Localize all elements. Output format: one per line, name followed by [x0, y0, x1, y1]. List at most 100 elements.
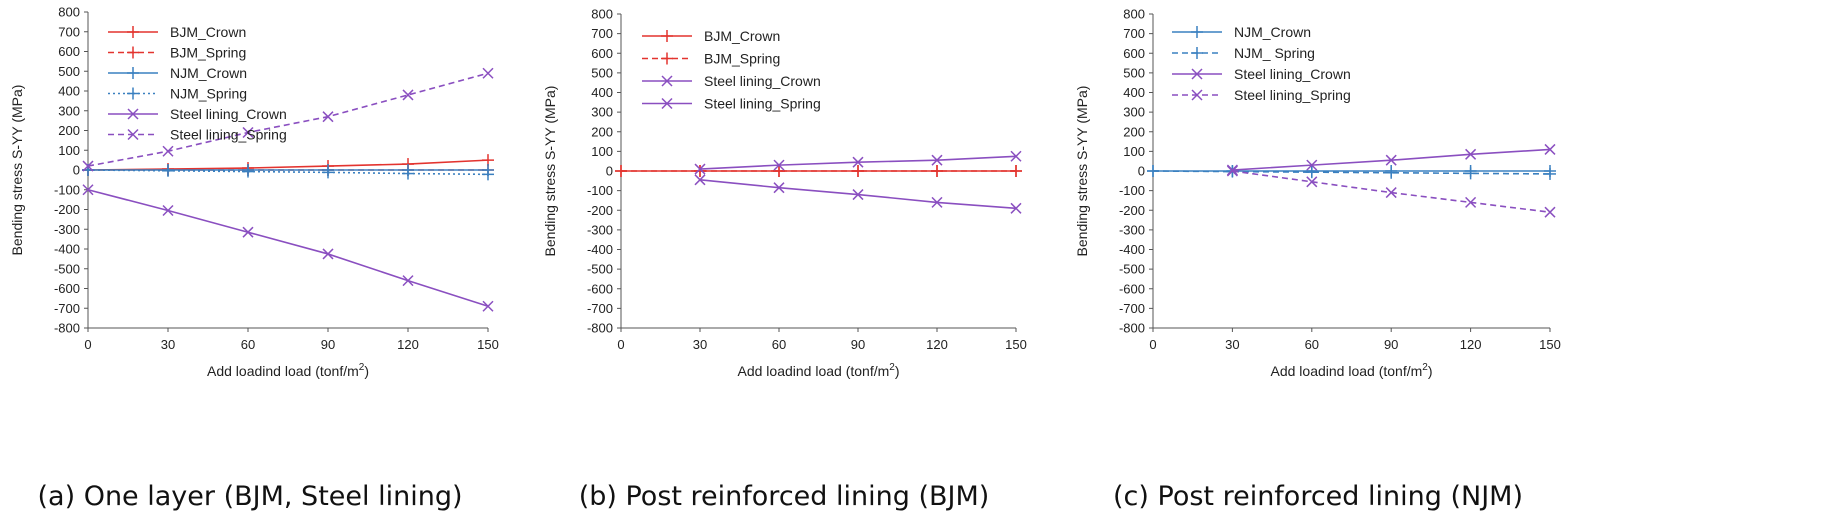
y-tick-label: -300: [1119, 222, 1145, 237]
panel-caption: (b) Post reinforced lining (BJM): [579, 481, 990, 512]
y-tick-label: -100: [1119, 183, 1145, 198]
y-axis-title: Bending stress S-YY (MPa): [1074, 86, 1090, 257]
legend-marker-b: [661, 97, 673, 110]
x-axis-title-sup: 2: [889, 362, 895, 373]
y-tick-label: 600: [591, 46, 613, 61]
x-axis-title-end: ): [364, 363, 369, 379]
data-point-b: [482, 300, 494, 312]
x-tick-label: 0: [84, 337, 91, 352]
x-tick-label: 150: [1005, 337, 1027, 352]
y-tick-label: -300: [54, 222, 80, 237]
x-axis-title: Add loadind load (tonf/m2): [738, 362, 900, 379]
y-tick-label: 600: [1123, 46, 1145, 61]
y-tick-label: 400: [1123, 85, 1145, 100]
y-tick-label: -200: [587, 203, 613, 218]
x-tick-label: 0: [617, 337, 624, 352]
x-axis-title-end: ): [895, 363, 900, 379]
y-tick-label: -600: [1119, 281, 1145, 296]
series-line: [1152, 170, 1551, 175]
legend-marker-b: [1191, 68, 1203, 80]
y-tick-label: 300: [591, 105, 613, 120]
y-tick-label: 400: [58, 84, 80, 99]
legend-label: NJM_Crown: [170, 65, 247, 81]
y-tick-label: -600: [54, 281, 80, 296]
legend-item: Steel lining_Spring: [1172, 87, 1351, 103]
data-point-b: [931, 154, 943, 166]
legend-label: Steel lining_Crown: [170, 106, 287, 122]
y-tick-label: -200: [1119, 203, 1145, 218]
data-point-b: [931, 196, 943, 208]
legend-item: NJM_Spring: [108, 86, 247, 102]
legend-marker-b: [127, 108, 139, 120]
series-steel-lining_spring: [82, 67, 494, 172]
legend-label: Steel lining_Spring: [704, 96, 821, 112]
x-tick-label: 120: [1460, 337, 1482, 352]
data-point-b: [322, 248, 334, 260]
y-tick-label: 300: [58, 103, 80, 118]
data-point-b: [1306, 159, 1318, 171]
data-point-b: [1226, 165, 1238, 177]
y-tick-label: 0: [1138, 164, 1145, 179]
legend-item: Steel lining_Crown: [1172, 66, 1351, 82]
legend-item: BJM_Spring: [108, 45, 246, 61]
x-tick-label: 30: [161, 337, 175, 352]
x-axis-title-main: Add loadind load (tonf/m: [207, 363, 359, 379]
x-tick-label: 30: [693, 337, 707, 352]
x-tick-label: 120: [397, 337, 419, 352]
y-tick-label: 100: [591, 144, 613, 159]
legend-item: BJM_Spring: [642, 51, 780, 67]
x-tick-label: 90: [321, 337, 335, 352]
legend-label: Steel lining_Crown: [1234, 66, 1351, 82]
y-tick-label: -500: [54, 261, 80, 276]
data-point-b: [1010, 150, 1022, 162]
series-steel-lining_crown: [694, 150, 1022, 175]
x-tick-label: 150: [477, 337, 499, 352]
y-tick-label: -600: [587, 281, 613, 296]
y-tick-label: 800: [591, 7, 613, 22]
data-point-b: [322, 111, 334, 123]
data-point-b: [162, 204, 174, 217]
data-point-b: [242, 226, 254, 238]
legend-item: BJM_Crown: [642, 28, 780, 44]
chart-panel-3: 8007006005004003002001000-100-200-300-40…: [1074, 7, 1561, 513]
y-tick-label: -700: [54, 301, 80, 316]
x-tick-label: 150: [1539, 337, 1561, 352]
x-tick-label: 90: [851, 337, 865, 352]
y-tick-label: -700: [1119, 301, 1145, 316]
y-tick-label: 700: [1123, 26, 1145, 41]
legend-label: NJM_Crown: [1234, 24, 1311, 40]
legend-label: Steel lining_Spring: [170, 127, 287, 143]
legend-marker-b: [661, 75, 673, 87]
x-axis-title-end: ): [1428, 363, 1433, 379]
legend-item: NJM_Crown: [108, 65, 247, 81]
data-point-b: [242, 126, 254, 139]
data-point-b: [82, 184, 94, 196]
panel-caption: (a) One layer (BJM, Steel lining): [38, 481, 463, 512]
series-steel-lining_spring: [1226, 165, 1556, 218]
series-line: [87, 72, 489, 167]
y-tick-label: 700: [591, 26, 613, 41]
y-tick-label: 100: [1123, 144, 1145, 159]
legend-label: NJM_ Spring: [1234, 45, 1315, 61]
data-point-b: [1544, 143, 1556, 155]
y-tick-label: -800: [587, 321, 613, 336]
data-point-b: [773, 182, 785, 194]
y-tick-label: 200: [1123, 124, 1145, 139]
legend-item: Steel lining_Crown: [108, 106, 287, 122]
x-tick-label: 0: [1149, 337, 1156, 352]
y-tick-label: -400: [54, 242, 80, 257]
data-point-b: [852, 156, 864, 168]
x-axis-title-main: Add loadind load (tonf/m: [738, 363, 890, 379]
data-point-b: [402, 89, 414, 101]
y-tick-label: 400: [591, 85, 613, 100]
y-tick-label: 800: [58, 5, 80, 20]
series-steel-lining_spring: [694, 174, 1022, 214]
y-tick-label: -500: [587, 262, 613, 277]
data-point-b: [1306, 176, 1318, 188]
data-point-b: [1465, 148, 1477, 160]
data-point-b: [694, 163, 706, 175]
y-tick-label: 500: [591, 65, 613, 80]
y-axis-title: Bending stress S-YY (MPa): [542, 86, 558, 257]
x-axis-title-sup: 2: [1422, 362, 1428, 373]
